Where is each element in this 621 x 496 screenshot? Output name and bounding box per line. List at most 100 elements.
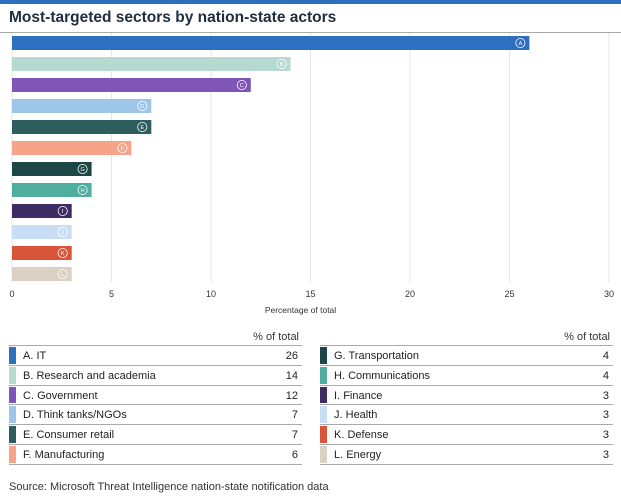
bar-letter: F [121,146,125,152]
bar [12,57,291,71]
title-divider [0,32,621,33]
legend-swatch [320,406,327,424]
legend-row: D. Think tanks/NGOs 7 [9,405,302,426]
legend-swatch [320,366,327,384]
legend-label: Manufacturing [34,448,105,461]
legend-label: IT [36,350,47,362]
bar-marker [276,58,287,69]
legend-row: A. IT 26 [9,346,302,366]
bar-letter: C [240,83,244,89]
legend-label: Defense [347,429,389,442]
legend-sector-name: E. Consumer retail [23,429,114,441]
legend-letter: E. [23,429,34,442]
legend-row: L. Energy 3 [320,445,613,465]
legend-swatch [9,347,16,364]
legend-row: F. Manufacturing 6 [9,445,302,465]
bar [12,99,152,113]
x-tick-label: 20 [405,289,415,299]
bar-marker [57,247,68,258]
legend-value: 3 [602,389,609,402]
bar-chart: 0 5 10 15 20 25 30 A B C D E F G H I J K L Percentage of to… [9,33,614,315]
legend-sector-name: C. Government [23,390,98,402]
legend-value: 26 [285,350,298,362]
legend-swatch [320,386,327,404]
bar-letter: E [140,125,144,131]
bar-letter: A [519,41,523,47]
legend-row: B. Research and academia 14 [9,366,302,386]
legend-label: Research and academia [36,369,156,382]
legend-letter: B. [23,369,34,382]
bar [12,120,152,134]
bar-letter: B [280,62,284,68]
legend-swatch [9,426,16,443]
bar-marker [515,38,526,48]
legend-letter: H. [334,369,345,382]
x-tick-label: 25 [504,289,514,299]
x-tick-label: 5 [109,289,114,299]
legend-value: 4 [602,350,609,362]
legend-sector-name: J. Health [334,409,377,421]
chart-title: Most-targeted sectors by nation-state ac… [9,9,337,26]
bar [12,36,530,50]
legend-letter: K. [334,429,345,442]
legend-row: K. Defense 3 [320,425,613,445]
legend-header-left: % of total [253,331,299,343]
legend-sector-name: G. Transportation [334,350,419,362]
top-accent-bar [0,0,621,4]
bar-marker [117,143,128,154]
legend-row: E. Consumer retail 7 [9,425,302,445]
legend-value: 3 [602,429,609,442]
legend-table-right: % of total G. Transportation 4 H. Communic… [320,331,613,465]
legend-letter: F. [23,448,32,461]
x-axis-label: Percentage of total [265,305,336,315]
legend-swatch [320,445,327,463]
bar-letter: H [81,188,85,194]
legend-sector-name: B. Research and academia [23,370,156,382]
legend-value: 7 [291,409,298,422]
legend-label: Government [37,389,98,402]
legend-row: H. Communications 4 [320,366,613,386]
legend-value: 14 [285,369,298,382]
legend-value: 7 [291,429,298,442]
legend-value: 6 [291,448,298,461]
legend-row: G. Transportation 4 [320,346,613,366]
legend-row: I. Finance 3 [320,386,613,406]
legend-swatch [9,386,16,404]
bar-letter: L [61,272,64,278]
legend-sector-name: I. Finance [334,390,382,402]
legend-sector-name: A. IT [23,350,46,362]
legend-label: Finance [343,389,383,402]
bar-marker [137,122,148,133]
bar-letter: J [61,230,64,236]
bar [12,267,72,281]
legend-value: 3 [602,448,609,461]
bar [12,183,92,197]
legend-swatch [9,366,16,384]
bar-marker [57,226,68,237]
x-tick-label: 0 [9,289,14,299]
legend-swatch [9,445,16,463]
bar [12,78,251,92]
legend-sector-name: F. Manufacturing [23,449,104,461]
legend-letter: G. [334,350,346,362]
bar-letter: D [140,104,144,110]
legend-swatch [320,347,327,364]
bar-letter: I [62,209,64,215]
x-tick-label: 15 [305,289,315,299]
legend-header-right: % of total [564,331,610,343]
legend-table-left: % of total A. IT 26 B. Research and academ… [9,331,302,465]
legend-sector-name: D. Think tanks/NGOs [23,409,127,421]
legend-value: 4 [602,369,609,382]
bar-letter: G [80,167,84,173]
x-tick-label: 30 [604,289,614,299]
legend-sector-name: K. Defense [334,429,388,441]
bar-marker [57,268,68,279]
legend-letter: C. [23,389,34,402]
legend-row: C. Government 12 [9,386,302,406]
legend-letter: D. [23,409,34,422]
bar [12,225,72,239]
legend-letter: A. [23,350,34,362]
legend-letter: J. [334,409,343,422]
legend-row: J. Health 3 [320,405,613,426]
legend-label: Consumer retail [36,429,115,442]
